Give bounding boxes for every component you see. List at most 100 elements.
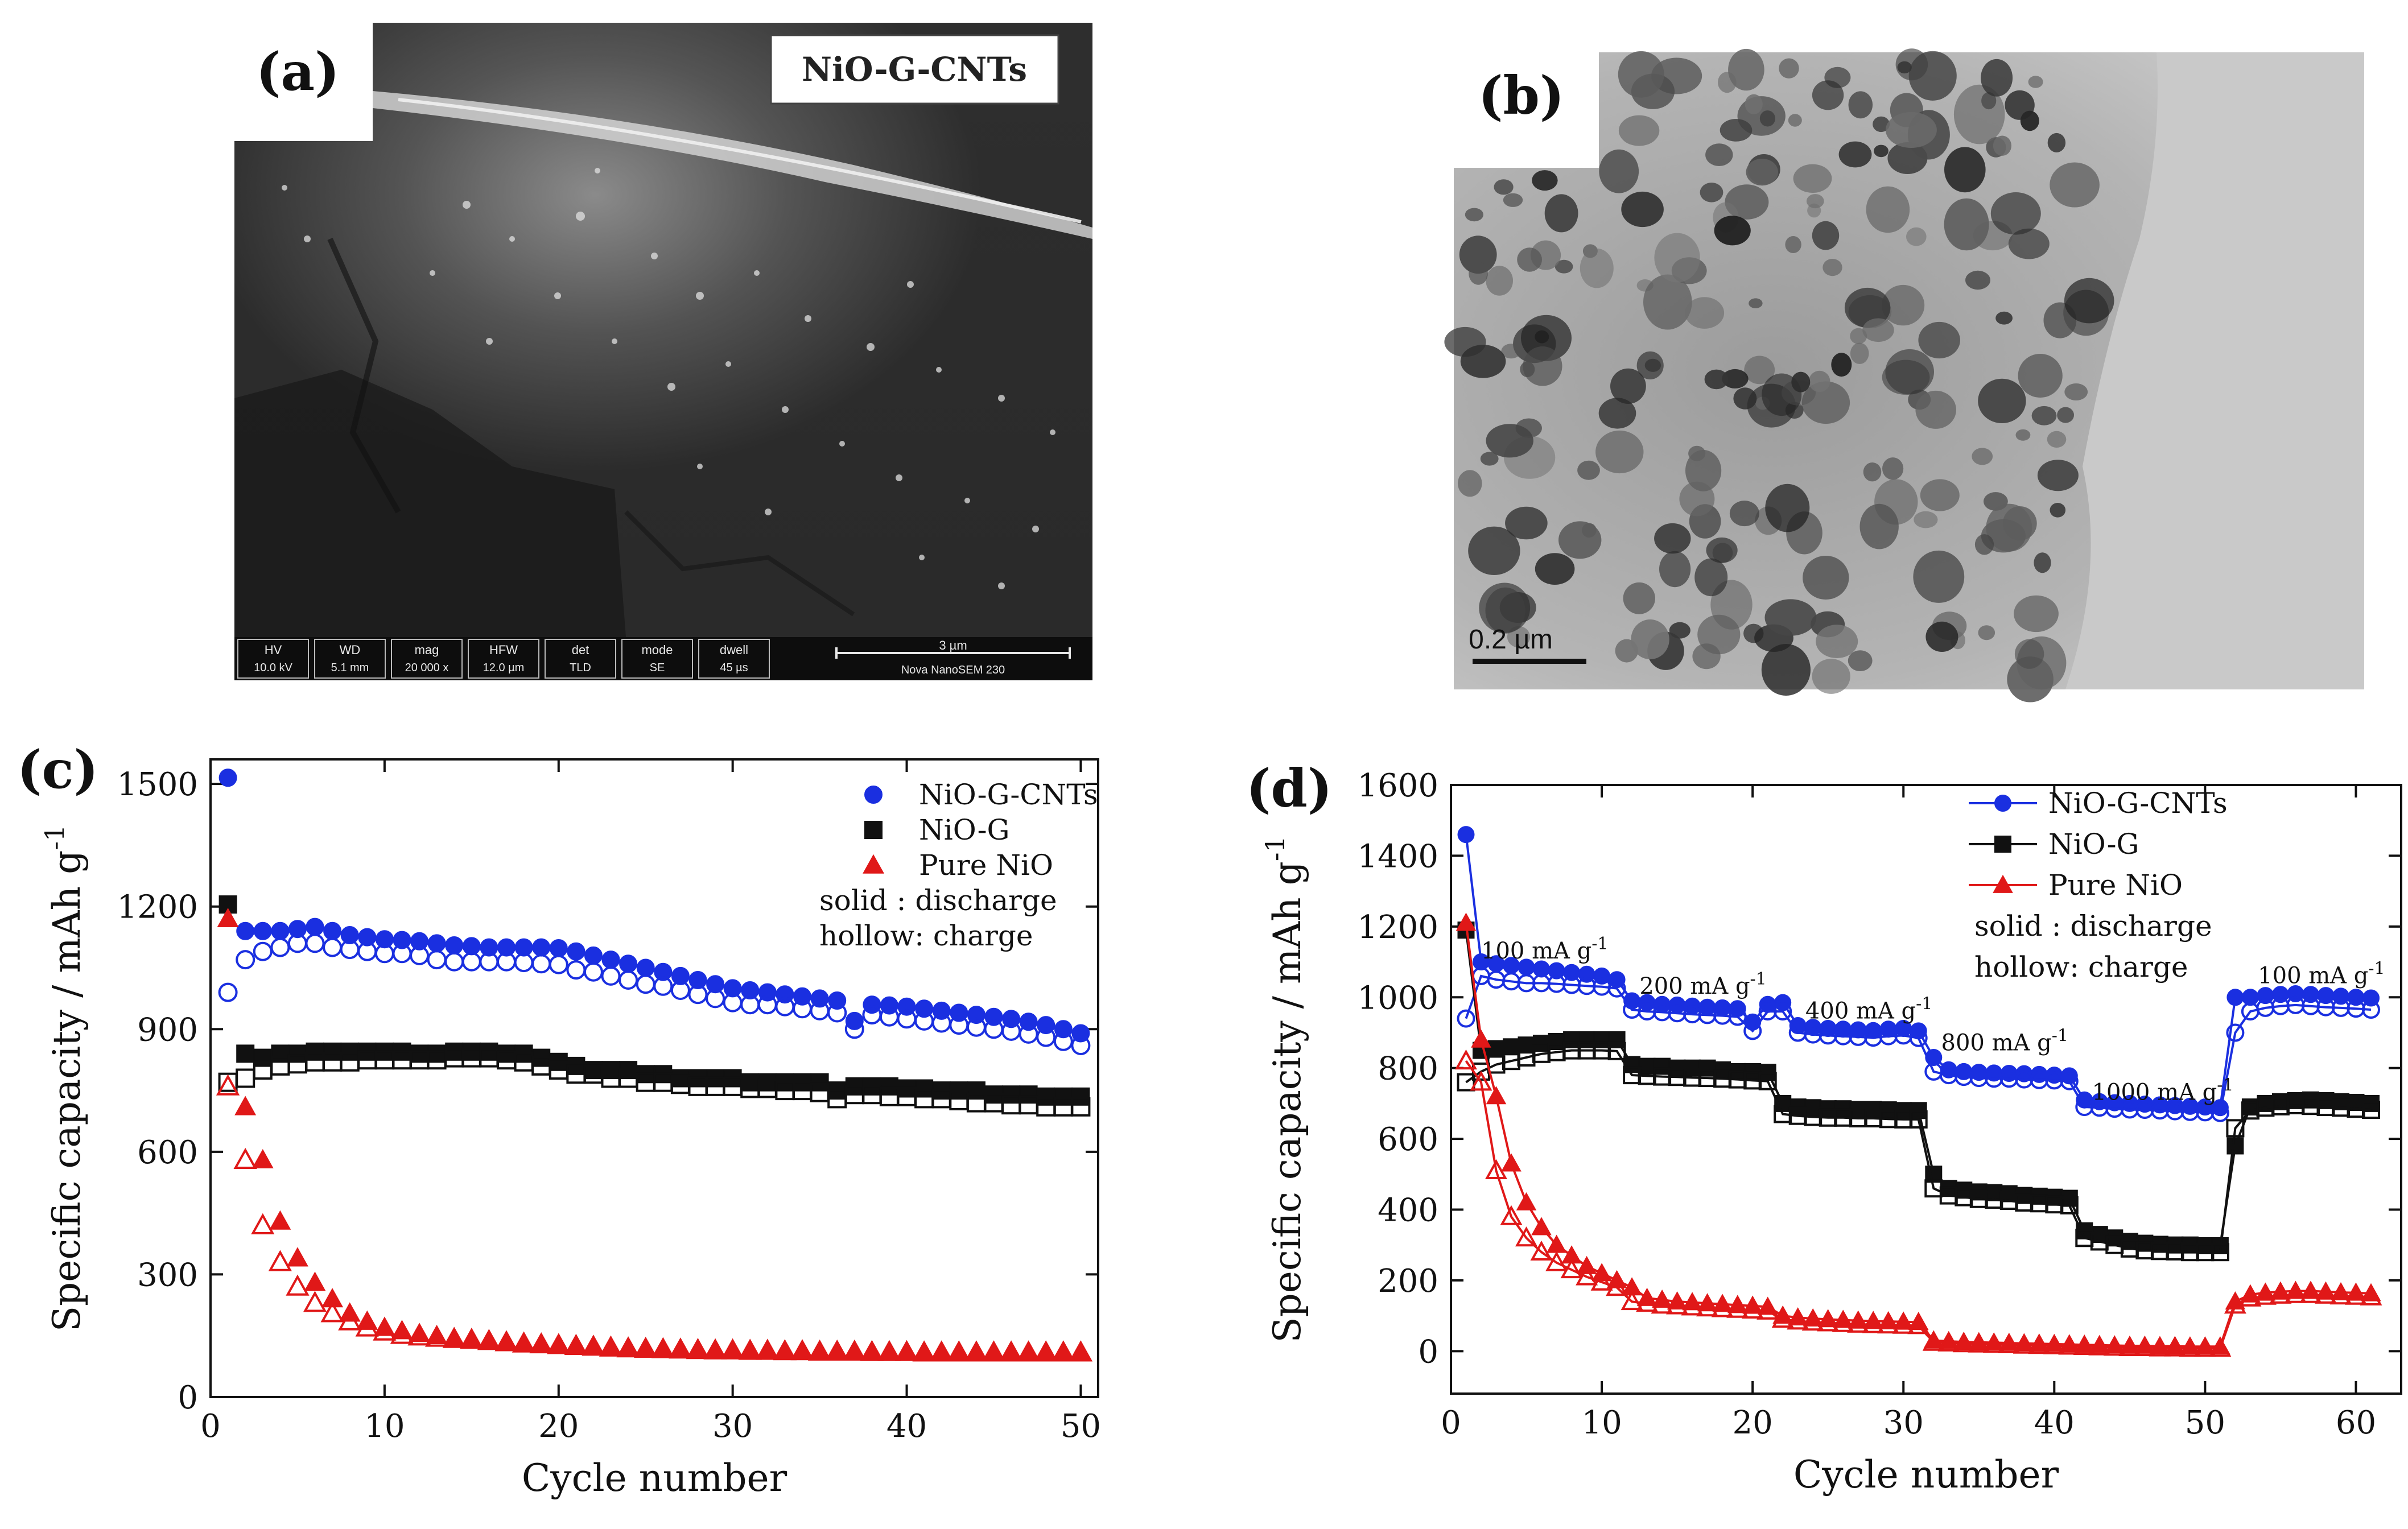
data-point bbox=[1531, 1217, 1552, 1235]
data-point bbox=[1696, 1296, 1719, 1317]
data-point bbox=[356, 1310, 378, 1330]
series-pure-nio-discharge bbox=[217, 907, 1092, 1361]
legend-note: solid : discharge bbox=[1974, 910, 2212, 943]
data-point bbox=[304, 1271, 326, 1291]
data-point bbox=[843, 1339, 867, 1361]
data-point bbox=[1485, 1159, 1507, 1179]
data-point bbox=[1501, 1153, 1522, 1172]
data-point bbox=[1817, 1311, 1840, 1332]
data-point bbox=[1606, 1276, 1628, 1296]
data-point bbox=[547, 1333, 571, 1354]
y-tick-label: 300 bbox=[137, 1257, 198, 1294]
tem-particle bbox=[1974, 534, 1994, 555]
data-point bbox=[1801, 1311, 1824, 1331]
tem-particle bbox=[1995, 311, 2013, 325]
y-tick-label: 1500 bbox=[117, 766, 198, 803]
tem-particle bbox=[1694, 558, 1728, 597]
y-tick-label: 400 bbox=[1378, 1192, 1438, 1229]
sem-scale-label: 3 µm bbox=[939, 638, 967, 652]
data-point bbox=[1054, 1087, 1073, 1106]
data-point bbox=[1743, 1022, 1762, 1040]
data-point bbox=[1457, 1073, 1475, 1092]
data-point bbox=[355, 1315, 379, 1337]
tem-particle bbox=[1468, 526, 1520, 575]
data-point bbox=[2269, 1283, 2292, 1304]
tem-particle bbox=[1523, 346, 1562, 386]
x-tick-label: 40 bbox=[2034, 1404, 2075, 1441]
data-point bbox=[1470, 1071, 1492, 1091]
databar-field-mode: mode bbox=[641, 643, 673, 657]
data-point bbox=[1548, 1033, 1565, 1050]
data-point bbox=[566, 960, 586, 980]
legend-marker bbox=[1994, 795, 2011, 812]
data-point bbox=[2241, 1098, 2259, 1116]
tem-particle bbox=[1669, 622, 1690, 639]
tem-particle bbox=[1503, 193, 1523, 207]
data-point bbox=[494, 1330, 518, 1352]
data-point bbox=[1455, 1049, 1477, 1070]
tem-particle bbox=[1558, 521, 1602, 559]
tem-particle bbox=[2047, 431, 2067, 448]
tem-particle bbox=[1914, 511, 1938, 528]
series-nio-g-charge bbox=[1457, 1041, 2380, 1262]
tem-particle bbox=[1918, 321, 1960, 359]
data-point bbox=[599, 1335, 623, 1357]
x-tick-label: 0 bbox=[200, 1408, 221, 1445]
tem-particle bbox=[1915, 390, 1956, 429]
data-point bbox=[2193, 1337, 2216, 1357]
tem-particle bbox=[1749, 298, 1763, 308]
data-point bbox=[1560, 1258, 1583, 1279]
tem-particle bbox=[1972, 448, 1993, 465]
data-point bbox=[1053, 1031, 1073, 1051]
data-point bbox=[584, 946, 603, 965]
tem-particle bbox=[1981, 59, 2013, 97]
data-point bbox=[671, 966, 690, 985]
data-point bbox=[2058, 1334, 2081, 1355]
plot-frame bbox=[209, 758, 1099, 1398]
x-axis-label: Cycle number bbox=[522, 1456, 787, 1500]
series-pure-nio-charge bbox=[1455, 1049, 2382, 1357]
data-point bbox=[669, 1337, 692, 1359]
data-point bbox=[287, 1247, 308, 1267]
series-nio-g-cnts-charge bbox=[1457, 966, 2380, 1122]
data-point bbox=[810, 1073, 829, 1092]
data-point bbox=[2226, 1023, 2245, 1042]
tem-particle bbox=[1744, 356, 1775, 385]
tem-particle bbox=[1704, 369, 1729, 390]
data-point bbox=[670, 981, 690, 1000]
data-point bbox=[512, 1331, 536, 1353]
tem-particle bbox=[1654, 523, 1691, 554]
data-point bbox=[706, 975, 725, 994]
sem-databar: HV 10.0 kV WD 5.1 mm mag 20 000 x HFW 12.0 µm de… bbox=[234, 637, 1092, 680]
tem-particle bbox=[1729, 501, 1759, 527]
databar-field-mag: mag bbox=[415, 643, 439, 657]
tem-particle bbox=[1788, 114, 1802, 127]
data-point bbox=[253, 921, 272, 940]
data-point bbox=[894, 1340, 919, 1361]
data-point bbox=[407, 1324, 431, 1346]
data-point bbox=[2118, 1336, 2141, 1356]
data-point bbox=[1666, 1294, 1689, 1315]
tem-particle bbox=[1765, 484, 1810, 532]
data-point bbox=[721, 1338, 745, 1359]
data-point bbox=[999, 1340, 1023, 1362]
series-line bbox=[1465, 1049, 2372, 1254]
tem-particle bbox=[1505, 506, 1548, 540]
tem-particle bbox=[1618, 51, 1664, 98]
data-point bbox=[444, 952, 464, 972]
tem-particle bbox=[1785, 236, 1801, 253]
y-axis-label: Specific capacity / mAh g-1 bbox=[1260, 836, 1309, 1342]
series-line bbox=[1465, 1060, 2372, 1350]
data-point bbox=[2028, 1334, 2051, 1354]
legend-label: Pure NiO bbox=[2048, 869, 2183, 902]
tem-particle bbox=[2018, 354, 2063, 398]
data-point bbox=[688, 971, 707, 989]
tem-particle bbox=[2047, 133, 2066, 152]
data-point bbox=[410, 1044, 429, 1063]
tem-particle bbox=[1595, 430, 1644, 474]
data-point bbox=[2211, 1104, 2229, 1122]
data-point bbox=[1071, 1087, 1090, 1106]
data-point bbox=[2149, 1336, 2171, 1357]
data-point bbox=[1681, 1295, 1704, 1316]
data-point bbox=[445, 936, 464, 954]
